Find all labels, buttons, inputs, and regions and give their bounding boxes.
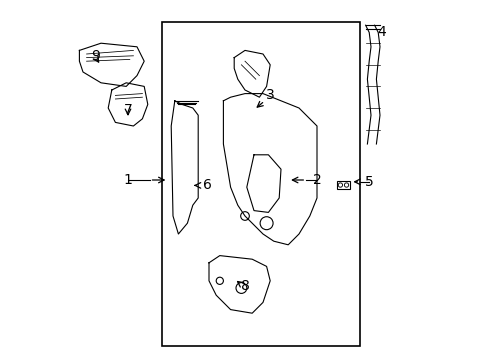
Text: 9: 9 — [91, 49, 100, 63]
Text: 5: 5 — [365, 175, 373, 189]
Text: 1: 1 — [123, 173, 132, 187]
Text: 2: 2 — [313, 173, 321, 187]
Text: 4: 4 — [377, 26, 386, 39]
Text: 3: 3 — [266, 89, 274, 102]
Text: 8: 8 — [241, 279, 249, 293]
Text: 7: 7 — [123, 103, 132, 117]
Bar — [337, 181, 350, 189]
Bar — [162, 22, 360, 346]
Text: 6: 6 — [203, 179, 212, 192]
